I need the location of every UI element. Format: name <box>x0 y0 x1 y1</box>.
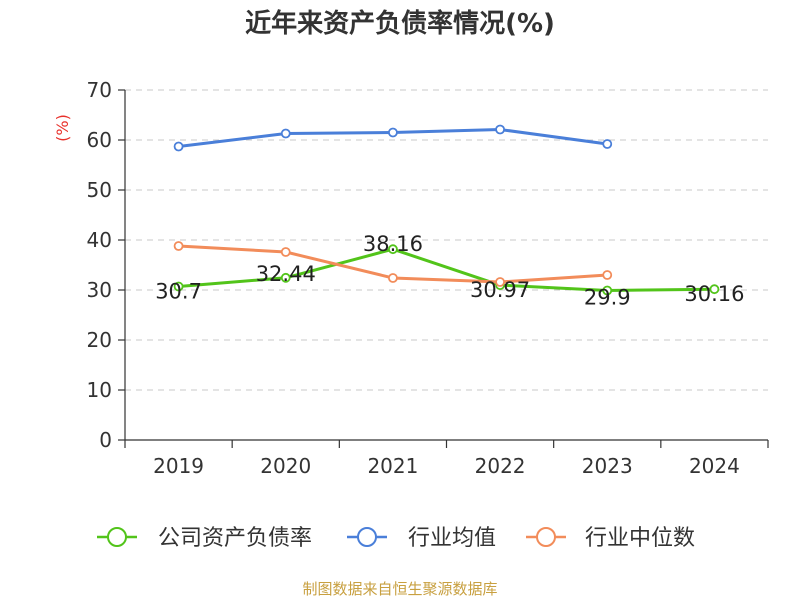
data-point <box>495 124 505 135</box>
legend-marker <box>107 527 127 547</box>
data-point <box>280 247 291 257</box>
legend-marker <box>536 527 556 547</box>
axes: 0 10 20 30 40 50 60 70 2019 2020 2021 2022 2023 2024 <box>87 78 769 478</box>
series-line <box>178 247 715 292</box>
data-label: 29.9 <box>584 286 631 310</box>
data-point <box>602 139 613 149</box>
data-point <box>280 272 291 283</box>
series-layer <box>173 124 720 296</box>
legend-label: 行业中位数 <box>585 526 695 551</box>
x-tick-label: 2024 <box>689 454 740 478</box>
chart-title: 近年来资产负债率情况(%) <box>245 8 555 39</box>
data-point <box>388 273 398 283</box>
x-tick-label: 2022 <box>475 454 526 478</box>
y-tick-label: 70 <box>87 78 112 102</box>
source-note: 制图数据来自恒生聚源数据库 <box>302 580 497 598</box>
legend-label: 行业均值 <box>408 526 496 551</box>
data-point <box>602 270 613 280</box>
x-tick-label: 2021 <box>367 454 418 478</box>
data-point <box>495 277 505 287</box>
data-point <box>709 284 720 295</box>
data-point <box>602 285 613 296</box>
data-point <box>173 141 184 152</box>
data-point <box>388 244 398 255</box>
legend-marker <box>357 527 377 547</box>
legend: 公司资产负债率 行业均值 行业中位数 <box>97 526 695 551</box>
data-label: 32.44 <box>256 262 316 286</box>
data-point <box>388 127 398 138</box>
data-labels: 30.7 32.44 38.16 30.97 29.9 30.16 <box>155 232 744 309</box>
y-tick-label: 60 <box>87 128 112 152</box>
data-point <box>173 281 184 292</box>
y-tick-label: 30 <box>87 278 112 302</box>
x-tick-label: 2019 <box>153 454 204 478</box>
data-point <box>280 128 291 139</box>
y-axis-label: (%) <box>53 114 72 142</box>
y-tick-label: 10 <box>87 378 112 402</box>
x-tick-label: 2023 <box>582 454 633 478</box>
data-point <box>173 241 184 251</box>
data-label: 30.97 <box>470 278 530 302</box>
legend-label: 公司资产负债率 <box>158 526 312 551</box>
y-tick-label: 0 <box>99 428 112 452</box>
y-tick-label: 20 <box>87 328 112 352</box>
data-label: 38.16 <box>363 232 423 256</box>
y-tick-label: 40 <box>87 228 112 252</box>
y-tick-label: 50 <box>87 178 112 202</box>
data-label: 30.16 <box>684 282 744 306</box>
gridlines <box>125 89 768 391</box>
x-tick-label: 2020 <box>260 454 311 478</box>
data-label: 30.7 <box>155 280 202 304</box>
